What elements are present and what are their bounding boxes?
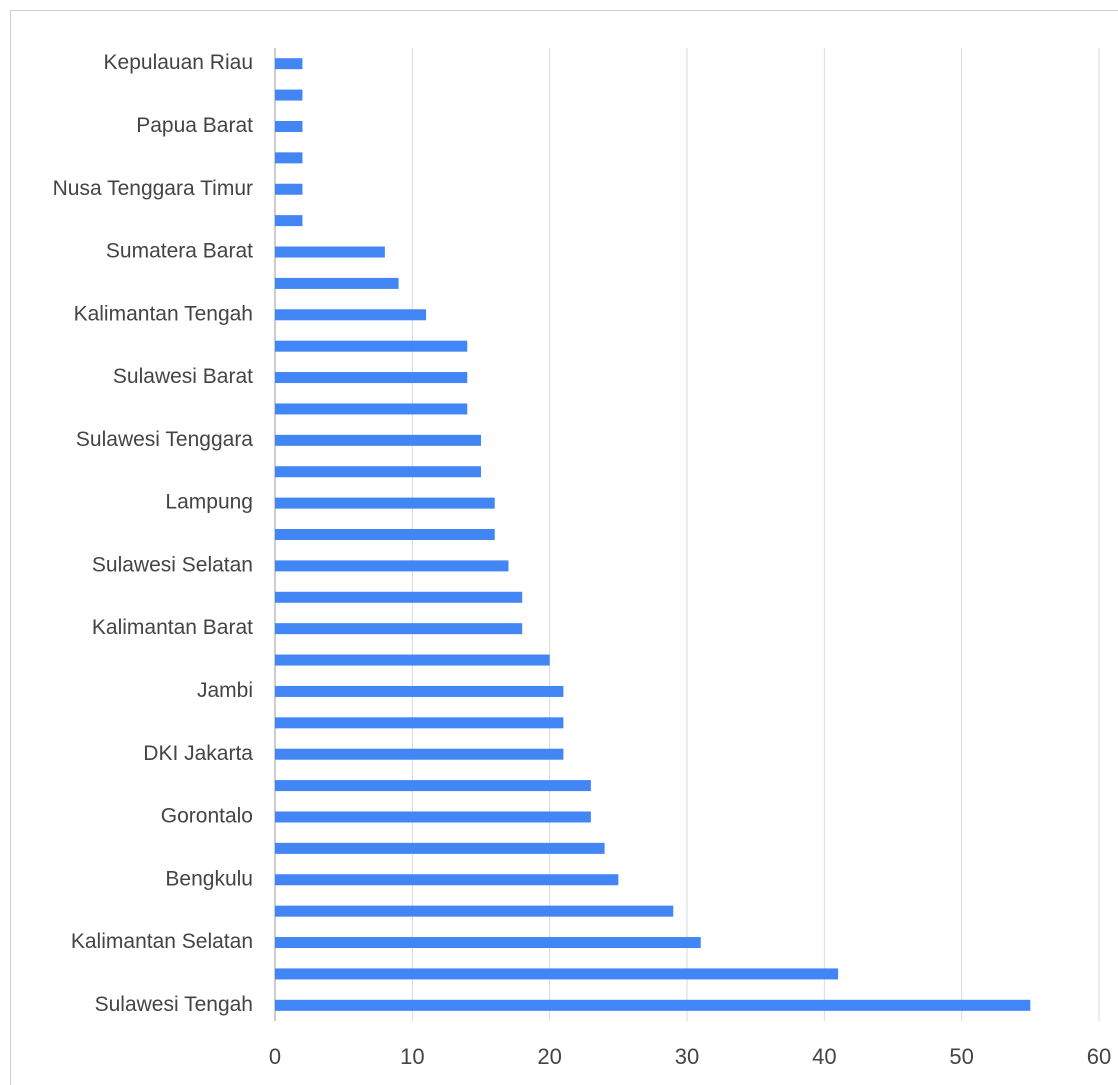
bar bbox=[275, 89, 303, 101]
x-tick-label: 30 bbox=[675, 1044, 699, 1069]
bar bbox=[275, 717, 564, 729]
bar bbox=[275, 874, 619, 886]
bar bbox=[275, 152, 303, 164]
x-tick-label: 20 bbox=[537, 1044, 561, 1069]
y-tick-label: DKI Jakarta bbox=[143, 742, 253, 765]
bar bbox=[275, 58, 303, 70]
bar bbox=[275, 215, 303, 227]
bar bbox=[275, 968, 839, 980]
y-tick-label: Sumatera Barat bbox=[106, 240, 253, 263]
y-tick-label: Bengkulu bbox=[165, 867, 253, 890]
bar bbox=[275, 654, 550, 666]
x-tick-label: 0 bbox=[269, 1044, 281, 1069]
bar bbox=[275, 623, 523, 635]
bar bbox=[275, 842, 605, 854]
y-tick-label: Sulawesi Selatan bbox=[92, 553, 253, 576]
y-tick-label: Jambi bbox=[197, 679, 253, 702]
y-tick-label: Sulawesi Barat bbox=[113, 365, 253, 388]
bar bbox=[275, 529, 495, 540]
bar bbox=[275, 685, 564, 697]
bar bbox=[275, 591, 523, 603]
bar bbox=[275, 403, 468, 415]
bar bbox=[275, 372, 468, 384]
y-tick-label: Papua Barat bbox=[136, 114, 253, 137]
x-tick-label: 50 bbox=[949, 1044, 973, 1069]
bar bbox=[275, 748, 564, 760]
bar bbox=[275, 183, 303, 195]
bar bbox=[275, 434, 481, 446]
bar bbox=[275, 811, 591, 823]
bar bbox=[275, 340, 468, 352]
bar bbox=[275, 309, 427, 321]
bar bbox=[275, 246, 385, 258]
bar bbox=[275, 466, 481, 478]
bar bbox=[275, 905, 674, 917]
bar bbox=[275, 277, 399, 289]
x-tick-label: 10 bbox=[400, 1044, 424, 1069]
chart-frame bbox=[10, 10, 1118, 1085]
y-tick-label: Kalimantan Selatan bbox=[71, 930, 253, 953]
bar bbox=[275, 999, 1031, 1011]
y-tick-label: Gorontalo bbox=[161, 805, 253, 828]
y-tick-label: Sulawesi Tengah bbox=[95, 993, 253, 1016]
y-tick-label: Nusa Tenggara Timur bbox=[53, 177, 253, 200]
y-tick-label: Lampung bbox=[165, 491, 253, 514]
x-tick-label: 40 bbox=[812, 1044, 836, 1069]
y-tick-label: Kepulauan Riau bbox=[104, 51, 253, 74]
bar bbox=[275, 497, 495, 509]
y-tick-label: Kalimantan Barat bbox=[92, 616, 253, 639]
bar bbox=[275, 780, 591, 792]
bar bbox=[275, 120, 303, 132]
bar bbox=[275, 937, 701, 949]
bar bbox=[275, 560, 509, 572]
y-tick-label: Sulawesi Tenggara bbox=[76, 428, 253, 451]
x-tick-label: 60 bbox=[1087, 1044, 1111, 1069]
y-tick-label: Kalimantan Tengah bbox=[74, 302, 253, 325]
